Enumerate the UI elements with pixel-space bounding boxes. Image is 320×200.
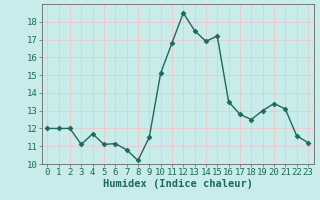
X-axis label: Humidex (Indice chaleur): Humidex (Indice chaleur): [103, 179, 252, 189]
